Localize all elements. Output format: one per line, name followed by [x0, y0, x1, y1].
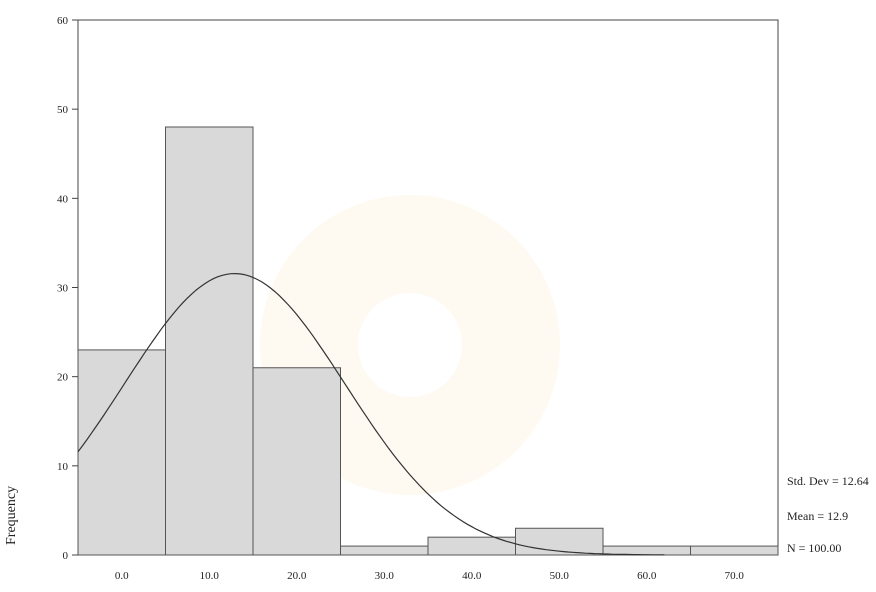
y-tick-label: 30 — [57, 283, 69, 295]
histogram-bar — [602, 545, 691, 556]
y-tick-label: 60 — [57, 15, 69, 27]
mean-label: Mean = 12.9 — [787, 509, 849, 523]
histogram-bar — [515, 527, 604, 556]
histogram-bar — [690, 545, 779, 556]
x-tick-label: 60.0 — [637, 570, 657, 582]
y-tick-label: 20 — [57, 372, 69, 384]
n-label: N = 100.00 — [787, 541, 842, 555]
std-dev-label: Std. Dev = 12.64 — [787, 474, 869, 488]
x-tick-label: 50.0 — [550, 570, 570, 582]
y-axis-label: Frequency — [4, 485, 19, 545]
histogram-bar — [252, 367, 341, 556]
y-tick-label: 0 — [63, 550, 69, 562]
normal-curve — [77, 272, 665, 556]
y-tick-label: 50 — [57, 104, 69, 116]
histogram-bar — [77, 349, 166, 556]
x-tick-label: 10.0 — [200, 570, 220, 582]
x-tick-label: 20.0 — [287, 570, 307, 582]
x-tick-label: 30.0 — [375, 570, 395, 582]
y-tick-label: 10 — [57, 461, 69, 473]
histogram-bar — [165, 126, 254, 556]
x-tick-label: 0.0 — [115, 570, 129, 582]
x-tick-label: 40.0 — [462, 570, 482, 582]
x-tick-label: 70.0 — [725, 570, 745, 582]
histogram-bar — [340, 545, 429, 556]
y-tick-label: 40 — [57, 193, 69, 205]
